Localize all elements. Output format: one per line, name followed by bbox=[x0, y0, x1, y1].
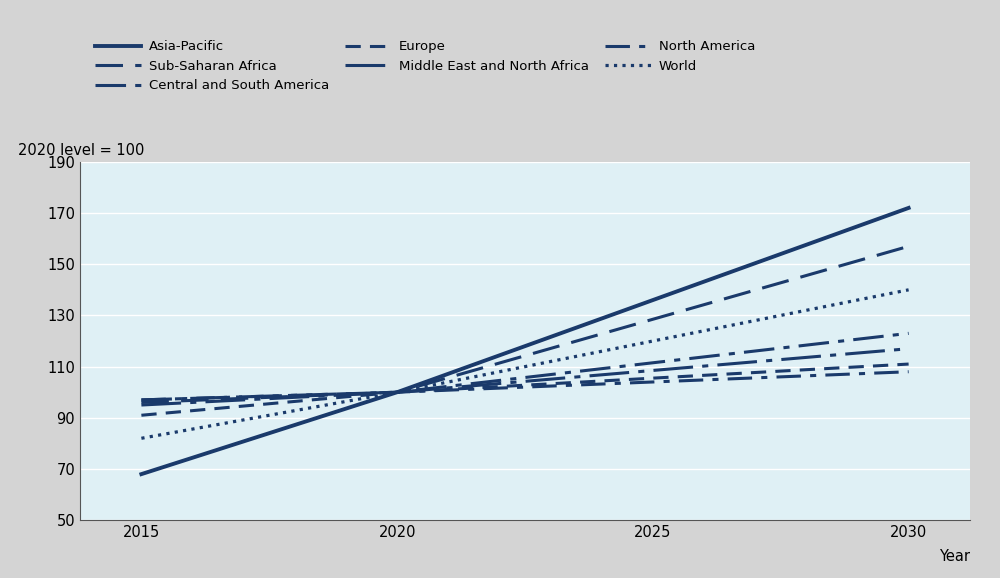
Text: 2020 level = 100: 2020 level = 100 bbox=[18, 143, 144, 158]
Legend: Asia-Pacific, Sub-Saharan Africa, Central and South America, Europe, Middle East: Asia-Pacific, Sub-Saharan Africa, Centra… bbox=[87, 32, 763, 101]
Text: Year: Year bbox=[939, 549, 970, 564]
